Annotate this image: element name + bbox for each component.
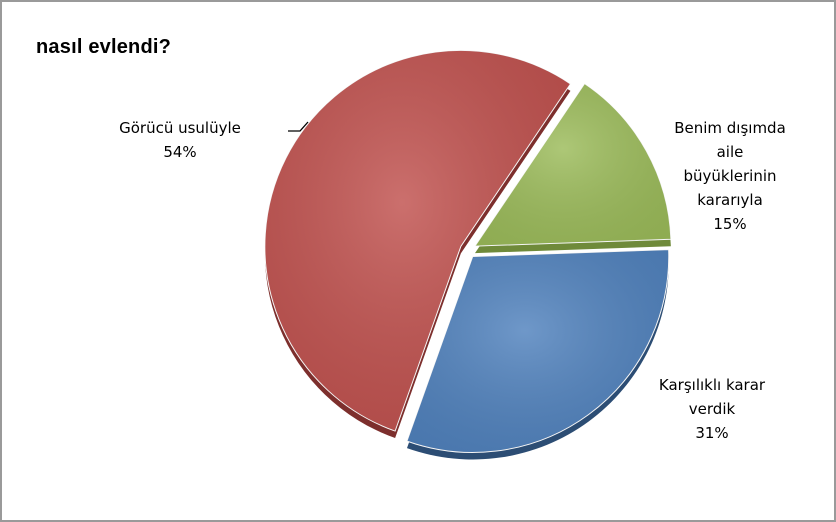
pie-slice-shading-2 bbox=[264, 50, 571, 432]
slice-label-0: Benim dışımda aile büyüklerinin kararıyla 15… bbox=[674, 119, 786, 233]
pie-slice-shading-0 bbox=[474, 83, 671, 247]
slice-label-1: Karşılıklı karar verdik 31% bbox=[659, 376, 766, 442]
leader-line-2 bbox=[288, 121, 309, 132]
slice-label-2: Görücü usulüyle 54% bbox=[119, 119, 241, 161]
chart-title: nasıl evlendi? bbox=[36, 36, 172, 58]
pie-slice-shading-1 bbox=[406, 249, 669, 453]
